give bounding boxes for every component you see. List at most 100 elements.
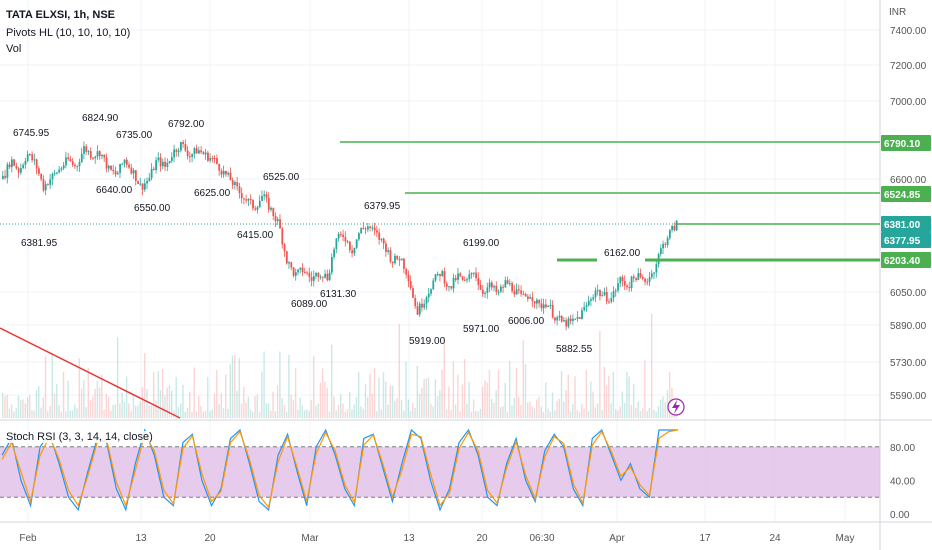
pivot-label: 6525.00	[263, 172, 300, 183]
candle-body	[385, 243, 387, 252]
volume-bar	[254, 396, 256, 418]
candle-body	[35, 159, 38, 169]
volume-bar	[556, 400, 558, 418]
volume-bar	[659, 399, 662, 418]
candle-body	[425, 297, 428, 304]
candle-body	[448, 286, 450, 288]
candle-body	[360, 227, 363, 234]
volume-bar	[495, 390, 497, 418]
volume-bar	[509, 361, 511, 418]
volume-bar	[585, 370, 588, 418]
volume-bar	[664, 401, 666, 418]
candle-body	[554, 317, 556, 321]
price-tag	[881, 135, 931, 151]
volume-indicator-label[interactable]: Vol	[6, 43, 22, 55]
candle-body	[319, 276, 322, 278]
candle-body	[15, 165, 18, 169]
candle-body	[511, 283, 514, 292]
candle-body	[664, 243, 667, 245]
volume-bar	[574, 376, 576, 418]
candle-body	[76, 166, 79, 168]
volume-bar	[177, 406, 180, 418]
volume-bar	[472, 399, 475, 418]
time-axis-tick: 24	[769, 533, 781, 544]
volume-bar	[418, 393, 421, 418]
volume-bar	[281, 398, 283, 418]
candle-body	[587, 300, 590, 306]
volume-bar	[24, 403, 26, 418]
candle-body	[98, 151, 101, 157]
candle-body	[538, 299, 541, 304]
candle-body	[213, 157, 216, 159]
candle-body	[85, 146, 88, 152]
volume-bar	[85, 407, 87, 418]
volume-bar	[612, 372, 615, 418]
candle-body	[599, 290, 601, 297]
candle-body	[31, 154, 34, 161]
pivots-indicator-label[interactable]: Pivots HL (10, 10, 10, 10)	[6, 27, 131, 39]
volume-bar	[475, 410, 477, 418]
candle-body	[38, 168, 40, 174]
time-axis-tick: 13	[135, 533, 147, 544]
volume-bar	[387, 404, 389, 418]
volume-bar	[355, 396, 358, 418]
candle-body	[436, 273, 439, 275]
price-tag	[881, 186, 931, 202]
volume-bar	[414, 407, 416, 418]
volume-bar	[175, 376, 177, 418]
pivot-label: 5919.00	[409, 336, 446, 347]
volume-bar	[351, 409, 353, 418]
volume-bar	[229, 364, 231, 418]
volume-bar	[635, 407, 637, 418]
candle-body	[673, 225, 676, 231]
candle-body	[545, 304, 547, 307]
candle-body	[92, 157, 94, 159]
candle-body	[412, 288, 414, 298]
candle-body	[173, 149, 176, 158]
candle-body	[502, 286, 505, 288]
candle-body	[560, 315, 563, 322]
volume-bar	[128, 403, 130, 418]
candle-body	[328, 272, 331, 281]
candle-body	[279, 219, 281, 229]
symbol-title[interactable]: TATA ELXSI, 1h, NSE	[6, 9, 115, 21]
stoch-rsi-label[interactable]: Stoch RSI (3, 3, 14, 14, close)	[6, 431, 153, 443]
candle-body	[202, 152, 205, 155]
volume-bar	[452, 361, 455, 418]
volume-bar	[587, 411, 590, 418]
volume-bar	[497, 370, 500, 418]
volume-bar	[4, 396, 6, 418]
candle-body	[4, 175, 7, 178]
volume-bar	[436, 396, 439, 418]
volume-bar	[610, 403, 612, 418]
volume-bar	[545, 382, 547, 418]
candle-body	[445, 283, 448, 287]
candle-body	[191, 153, 194, 157]
candle-body	[274, 216, 277, 222]
volume-bar	[94, 388, 96, 418]
pivot-label: 6089.00	[291, 299, 328, 310]
volume-bar	[490, 398, 493, 418]
volume-bar	[164, 395, 166, 418]
volume-bar	[204, 410, 207, 418]
candle-body	[623, 280, 626, 286]
volume-bar	[621, 391, 624, 418]
candle-body	[466, 279, 468, 281]
candle-body	[330, 257, 333, 273]
candle-body	[182, 142, 185, 145]
volume-bar	[292, 400, 295, 418]
candle-body	[427, 293, 430, 298]
volume-bar	[360, 406, 362, 418]
pivot-label: 6735.00	[116, 130, 153, 141]
candle-body	[351, 250, 354, 254]
volume-bar	[558, 398, 560, 418]
volume-bar	[303, 410, 306, 418]
volume-bar	[650, 314, 653, 418]
candle-body	[662, 243, 665, 249]
volume-bar	[565, 390, 567, 418]
volume-bar	[123, 401, 126, 418]
price-axis-tick: 5590.00	[890, 391, 927, 402]
volume-bar	[637, 401, 639, 418]
candle-body	[247, 199, 250, 201]
